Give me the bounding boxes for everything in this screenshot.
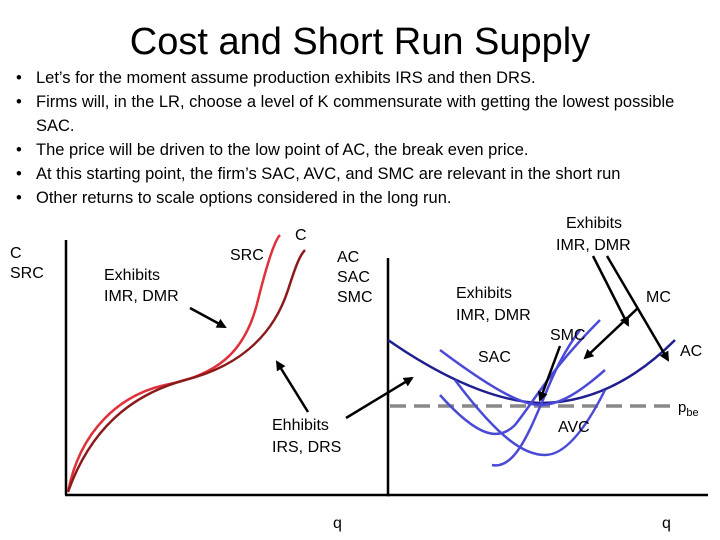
slide-title: Cost and Short Run Supply	[129, 21, 591, 63]
ac-curve-label: AC	[680, 343, 702, 360]
imr-arrow	[189, 306, 227, 329]
ehhibits-to-smc-arrow	[345, 376, 414, 420]
ac-label: AC	[337, 249, 359, 266]
mc-curve	[439, 319, 601, 436]
exhibits-top-arrow-1	[591, 255, 630, 327]
avc-curve	[454, 379, 607, 457]
src-curve-label: SRC	[230, 247, 264, 264]
left-y-label-src: SRC	[10, 265, 44, 282]
ac-curve	[387, 338, 676, 405]
bullet-glyph: •	[16, 165, 22, 183]
avc-curve-label: AVC	[558, 419, 590, 436]
bullet-item: • Other returns to scale options consider…	[14, 186, 714, 210]
irs-annotation-line1: Ehhibits	[272, 417, 329, 434]
bullet-item: • Let’s for the moment assume production …	[14, 66, 714, 90]
exhibits-top-line2: IMR, DMR	[556, 237, 631, 254]
right-diagram: Exhibits IMR, DMR Exhibits IMR, DMR MC S…	[345, 215, 708, 532]
left-y-label-c: C	[10, 245, 22, 262]
exhibits-top-line1: Exhibits	[566, 215, 622, 232]
bullet-glyph: •	[16, 141, 22, 159]
imr-annotation-line1: Exhibits	[104, 267, 160, 284]
src-curve	[66, 234, 281, 493]
irs-arrow	[275, 360, 310, 413]
bullet-item: • At this starting point, the firm’s SAC,…	[14, 162, 714, 186]
smc-curve-label: SMC	[550, 327, 586, 344]
mc-label: MC	[646, 289, 671, 306]
right-x-label: q	[662, 515, 671, 532]
bullet-glyph: •	[16, 69, 22, 87]
left-x-label: q	[333, 515, 342, 532]
sac-label: SAC	[337, 269, 370, 286]
c-curve	[66, 249, 306, 493]
irs-annotation-line2: IRS, DRS	[272, 439, 341, 456]
bullet-item: • Firms will, in the LR, choose a level o…	[14, 90, 714, 138]
exhibits-mid-line1: Exhibits	[456, 285, 512, 302]
bullet-item: • The price will be driven to the low poi…	[14, 138, 714, 162]
imr-annotation-line2: IMR, DMR	[104, 288, 179, 305]
exhibits-mid-line2: IMR, DMR	[456, 307, 531, 324]
pbe-label: pbe	[678, 399, 699, 419]
c-curve-label: C	[295, 227, 307, 244]
sac-curve-label: SAC	[478, 349, 511, 366]
bullet-glyph: •	[16, 93, 22, 111]
bullet-list: • Let’s for the moment assume production …	[14, 66, 714, 210]
left-diagram: C SRC q SRC C Exhibits IMR, DMR Ehhibits…	[10, 227, 390, 532]
smc-label: SMC	[337, 289, 373, 306]
bullet-glyph: •	[16, 189, 22, 207]
mc-arrow	[583, 307, 639, 360]
smc-arrow	[538, 345, 562, 402]
